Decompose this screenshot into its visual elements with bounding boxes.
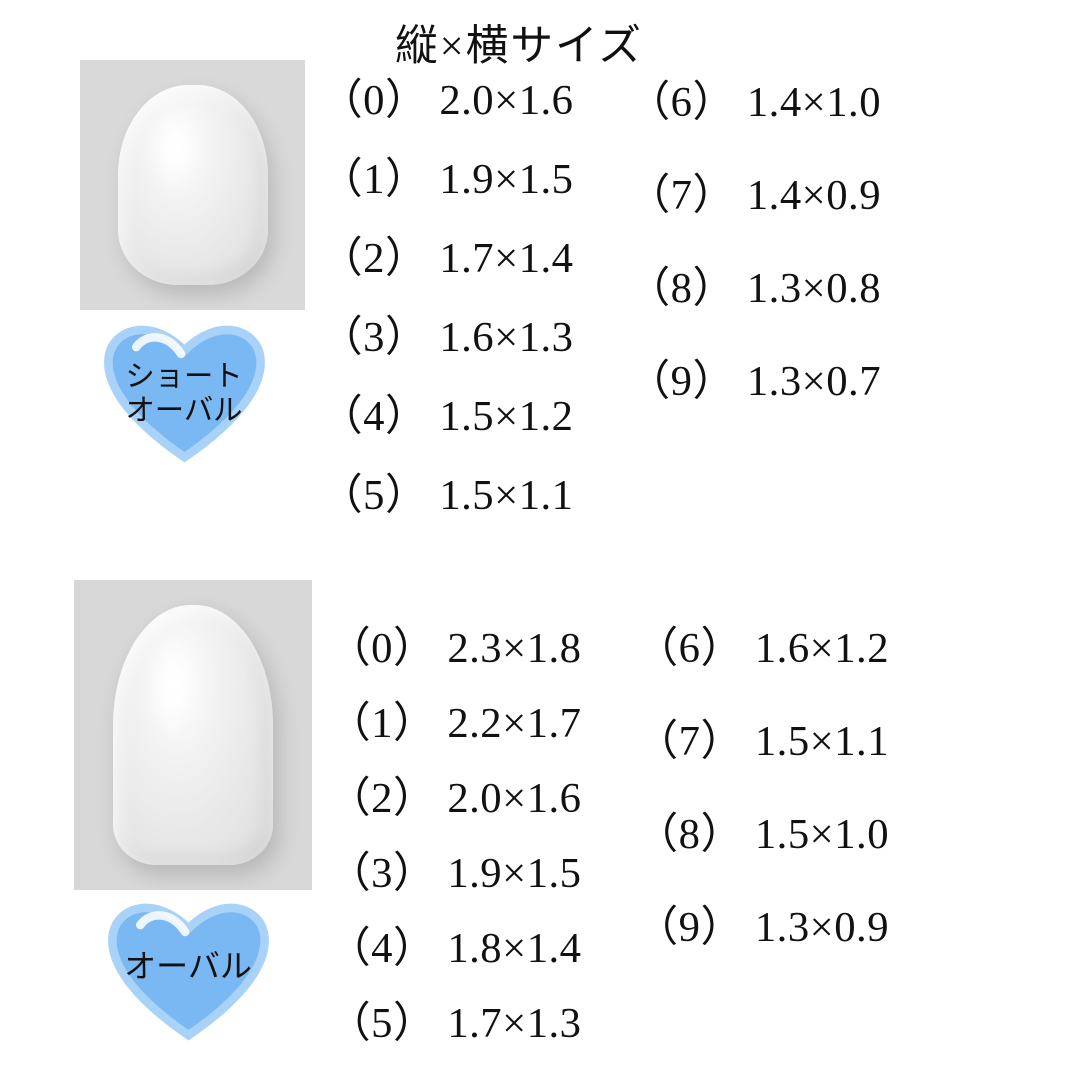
size-value: 1.7×1.3 xyxy=(447,1000,581,1047)
size-index: （1） xyxy=(320,156,428,203)
size-value: 1.6×1.3 xyxy=(439,314,573,361)
size-index: （7） xyxy=(628,172,736,219)
size-row: （0） 2.0×1.6 xyxy=(320,66,574,127)
size-value: 2.0×1.6 xyxy=(439,77,573,124)
size-col-2: （6） 1.4×1.0 （7） 1.4×0.9 （8） 1.3×0.8 （9） … xyxy=(628,68,882,522)
size-row: （9） 1.3×0.7 xyxy=(628,347,882,408)
size-index: （1） xyxy=(328,700,436,747)
size-col-1: （0） 2.0×1.6 （1） 1.9×1.5 （2） 1.7×1.4 （3） … xyxy=(320,66,574,522)
nail-photo-short-oval xyxy=(80,60,305,310)
size-row: （1） 1.9×1.5 xyxy=(320,145,574,206)
size-col-1: （0） 2.3×1.8 （1） 2.2×1.7 （2） 2.0×1.6 （3） … xyxy=(328,614,582,1050)
size-col-2: （6） 1.6×1.2 （7） 1.5×1.1 （8） 1.5×1.0 （9） … xyxy=(636,614,890,1050)
size-table-oval: （0） 2.3×1.8 （1） 2.2×1.7 （2） 2.0×1.6 （3） … xyxy=(328,614,889,1050)
size-value: 2.2×1.7 xyxy=(447,700,581,747)
size-row: （2） 1.7×1.4 xyxy=(320,224,574,285)
size-value: 1.5×1.0 xyxy=(755,811,889,858)
size-row: （6） 1.4×1.0 xyxy=(628,68,882,129)
size-row: （6） 1.6×1.2 xyxy=(636,614,890,675)
size-row: （2） 2.0×1.6 xyxy=(328,764,582,825)
size-index: （5） xyxy=(328,1000,436,1047)
label-oval: オーバル xyxy=(124,948,252,985)
size-index: （3） xyxy=(328,850,436,897)
size-index: （2） xyxy=(320,235,428,282)
size-value: 2.0×1.6 xyxy=(447,775,581,822)
size-index: （6） xyxy=(636,625,744,672)
size-value: 1.8×1.4 xyxy=(447,925,581,972)
label-short-oval: ショートオーバル xyxy=(125,360,242,427)
size-value: 1.7×1.4 xyxy=(439,235,573,282)
size-index: （0） xyxy=(320,77,428,124)
size-value: 1.3×0.7 xyxy=(747,358,881,405)
size-value: 1.9×1.5 xyxy=(447,850,581,897)
size-row: （4） 1.5×1.2 xyxy=(320,382,574,443)
size-index: （9） xyxy=(628,358,736,405)
size-index: （4） xyxy=(328,925,436,972)
size-index: （0） xyxy=(328,625,436,672)
size-index: （6） xyxy=(628,79,736,126)
size-row: （4） 1.8×1.4 xyxy=(328,914,582,975)
size-index: （7） xyxy=(636,718,744,765)
size-value: 1.5×1.2 xyxy=(439,393,573,440)
size-index: （5） xyxy=(320,472,428,519)
size-table-short-oval: （0） 2.0×1.6 （1） 1.9×1.5 （2） 1.7×1.4 （3） … xyxy=(320,66,881,522)
size-value: 1.9×1.5 xyxy=(439,156,573,203)
size-row: （3） 1.9×1.5 xyxy=(328,839,582,900)
size-row: （3） 1.6×1.3 xyxy=(320,303,574,364)
size-row: （8） 1.3×0.8 xyxy=(628,254,882,315)
size-value: 1.6×1.2 xyxy=(755,625,889,672)
nail-shape-icon xyxy=(118,85,268,285)
size-row: （9） 1.3×0.9 xyxy=(636,893,890,954)
nail-photo-oval xyxy=(74,580,312,890)
size-value: 1.5×1.1 xyxy=(755,718,889,765)
size-value: 1.3×0.9 xyxy=(755,904,889,951)
size-index: （9） xyxy=(636,904,744,951)
nail-shape-icon xyxy=(113,605,273,865)
size-index: （2） xyxy=(328,775,436,822)
size-index: （8） xyxy=(636,811,744,858)
size-value: 1.5×1.1 xyxy=(439,472,573,519)
size-row: （5） 1.7×1.3 xyxy=(328,989,582,1050)
label-badge-short-oval: ショートオーバル xyxy=(94,316,274,471)
size-value: 1.3×0.8 xyxy=(747,265,881,312)
size-row: （7） 1.4×0.9 xyxy=(628,161,882,222)
size-row: （5） 1.5×1.1 xyxy=(320,461,574,522)
size-index: （4） xyxy=(320,393,428,440)
label-badge-oval: オーバル xyxy=(98,894,278,1049)
size-row: （8） 1.5×1.0 xyxy=(636,800,890,861)
page-title: 縦×横サイズ xyxy=(395,12,643,73)
size-row: （1） 2.2×1.7 xyxy=(328,689,582,750)
size-value: 1.4×1.0 xyxy=(747,79,881,126)
size-row: （7） 1.5×1.1 xyxy=(636,707,890,768)
size-row: （0） 2.3×1.8 xyxy=(328,614,582,675)
size-index: （8） xyxy=(628,265,736,312)
size-value: 2.3×1.8 xyxy=(447,625,581,672)
size-value: 1.4×0.9 xyxy=(747,172,881,219)
size-index: （3） xyxy=(320,314,428,361)
